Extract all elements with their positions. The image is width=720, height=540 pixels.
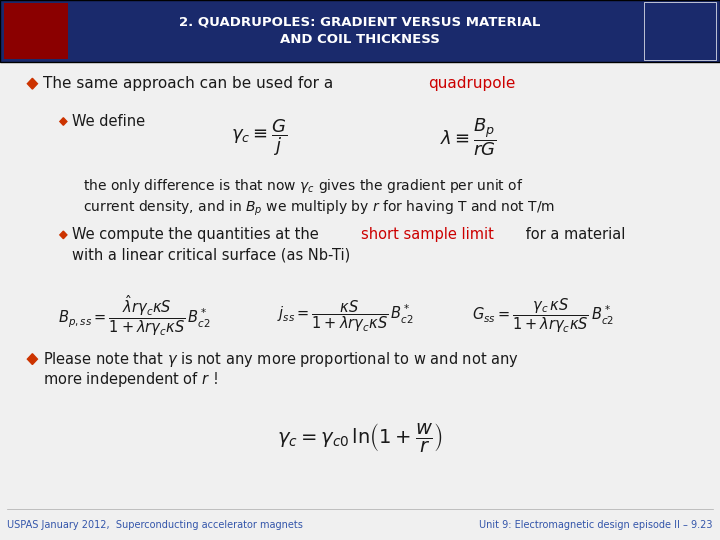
Text: $\gamma_c = \gamma_{c0}\,\ln\!\left(1+\dfrac{w}{r}\right)$: $\gamma_c = \gamma_{c0}\,\ln\!\left(1+\d… bbox=[277, 421, 443, 454]
Text: The same approach can be used for a: The same approach can be used for a bbox=[43, 76, 338, 91]
Text: $j_{ss} = \dfrac{\kappa S}{1+\lambda r\gamma_c\kappa S}\,B_{c2}^*$: $j_{ss} = \dfrac{\kappa S}{1+\lambda r\g… bbox=[277, 298, 414, 334]
Text: 2. QUADRUPOLES: GRADIENT VERSUS MATERIAL: 2. QUADRUPOLES: GRADIENT VERSUS MATERIAL bbox=[179, 16, 541, 29]
Polygon shape bbox=[60, 231, 67, 239]
Text: for a material: for a material bbox=[521, 227, 625, 242]
Text: AND COIL THICKNESS: AND COIL THICKNESS bbox=[280, 33, 440, 46]
Text: current density, and in $B_p$ we multiply by $r$ for having T and not T/m: current density, and in $B_p$ we multipl… bbox=[83, 198, 555, 218]
Text: $B_{p,ss} = \dfrac{\hat{\lambda}r\gamma_c\kappa S}{1+\lambda r\gamma_c\kappa S}\: $B_{p,ss} = \dfrac{\hat{\lambda}r\gamma_… bbox=[58, 294, 210, 338]
Text: We define: We define bbox=[72, 114, 145, 129]
Text: the only difference is that now $\gamma_c$ gives the gradient per unit of: the only difference is that now $\gamma_… bbox=[83, 177, 523, 195]
Text: Please note that $\gamma$ is not any more proportional to w and not any: Please note that $\gamma$ is not any mor… bbox=[43, 349, 519, 369]
Text: We compute the quantities at the: We compute the quantities at the bbox=[72, 227, 323, 242]
Text: Unit 9: Electromagnetic design episode II – 9.23: Unit 9: Electromagnetic design episode I… bbox=[480, 520, 713, 530]
Polygon shape bbox=[27, 354, 37, 364]
Text: $\lambda \equiv \dfrac{B_p}{rG}$: $\lambda \equiv \dfrac{B_p}{rG}$ bbox=[439, 117, 497, 158]
Text: $G_{ss} = \dfrac{\gamma_c\,\kappa S}{1+\lambda r\gamma_c\kappa S}\,B_{c2}^*$: $G_{ss} = \dfrac{\gamma_c\,\kappa S}{1+\… bbox=[472, 296, 614, 335]
FancyBboxPatch shape bbox=[4, 3, 68, 59]
Polygon shape bbox=[27, 78, 37, 89]
Text: quadrupole: quadrupole bbox=[428, 76, 516, 91]
Text: with a linear critical surface (as Nb-Ti): with a linear critical surface (as Nb-Ti… bbox=[72, 248, 350, 263]
FancyBboxPatch shape bbox=[0, 0, 720, 62]
Text: $\gamma_c \equiv \dfrac{G}{j}$: $\gamma_c \equiv \dfrac{G}{j}$ bbox=[231, 117, 287, 158]
Text: USPAS January 2012,  Superconducting accelerator magnets: USPAS January 2012, Superconducting acce… bbox=[7, 520, 303, 530]
Text: short sample limit: short sample limit bbox=[361, 227, 495, 242]
Polygon shape bbox=[60, 118, 67, 125]
Text: more independent of $r$ !: more independent of $r$ ! bbox=[43, 370, 218, 389]
FancyBboxPatch shape bbox=[644, 2, 716, 60]
